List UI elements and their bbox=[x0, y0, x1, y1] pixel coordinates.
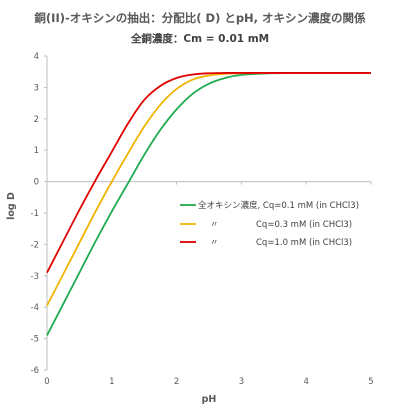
x-tick-label: 5 bbox=[368, 377, 373, 387]
chart-subtitle: 全銅濃度：Cm = 0.01 mM bbox=[130, 32, 269, 45]
y-tick-label: -6 bbox=[31, 366, 39, 376]
y-tick-label: 3 bbox=[34, 83, 39, 93]
legend-label-1: Cq=0.3 mM (in CHCl3) bbox=[256, 220, 352, 230]
x-axis-label: pH bbox=[202, 394, 217, 405]
y-tick-label: -3 bbox=[31, 272, 39, 282]
y-axis-label: log D bbox=[6, 192, 17, 220]
x-tick-label: 1 bbox=[109, 377, 114, 387]
legend: 全オキシン濃度, Cq=0.1 mM (in CHCl3) 〃 Cq=0.3 mM … bbox=[180, 200, 359, 248]
legend-label-2: Cq=1.0 mM (in CHCl3) bbox=[256, 238, 352, 248]
y-tick-label: -1 bbox=[31, 209, 39, 219]
series-line-1 bbox=[46, 72, 371, 307]
y-tick-label: 0 bbox=[34, 178, 39, 188]
x-tick-label: 0 bbox=[44, 377, 49, 387]
x-tick-label: 2 bbox=[174, 377, 179, 387]
series-lines bbox=[46, 72, 371, 336]
y-tick-label: -4 bbox=[31, 303, 39, 313]
x-tick-label: 3 bbox=[239, 377, 244, 387]
axes: 4 3 2 1 0 -1 -2 -3 -4 -5 -6 0 1 2 3 4 5 bbox=[31, 52, 374, 387]
y-tick-label: -2 bbox=[31, 240, 39, 250]
legend-label-0: 全オキシン濃度, Cq=0.1 mM (in CHCl3) bbox=[198, 200, 359, 211]
y-tick-label: 2 bbox=[34, 115, 39, 125]
series-line-2 bbox=[46, 72, 371, 274]
legend-ditto-2: 〃 bbox=[210, 238, 219, 248]
legend-ditto-1: 〃 bbox=[210, 220, 219, 230]
x-tick-label: 4 bbox=[303, 377, 308, 387]
y-tick-label: -5 bbox=[31, 335, 39, 345]
chart-title: 銅(II)-オキシンの抽出：分配比( D) とpH, オキシン濃度の関係 bbox=[34, 11, 366, 25]
y-tick-label: 1 bbox=[34, 146, 39, 156]
y-tick-label: 4 bbox=[34, 52, 39, 62]
